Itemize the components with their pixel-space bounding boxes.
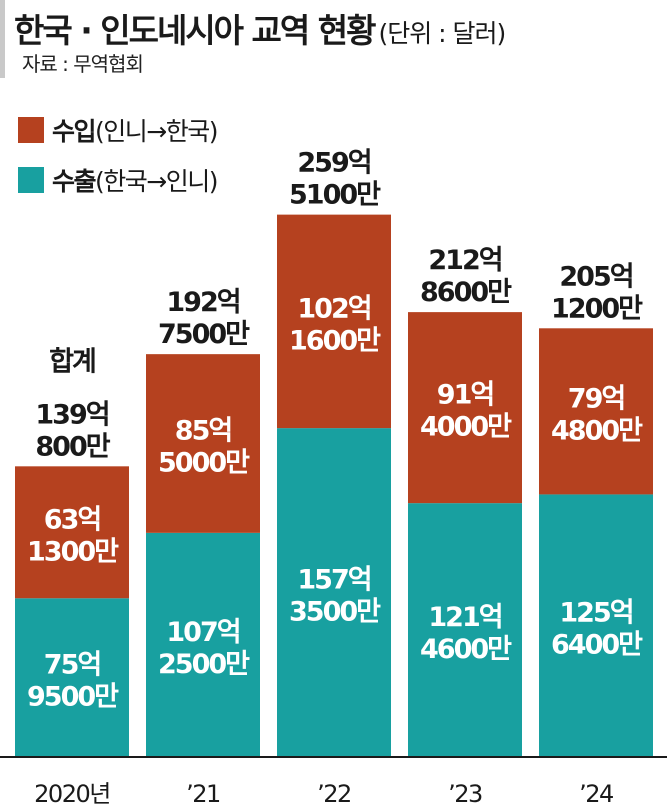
bar-label-export: 4600만 [420,634,512,665]
bar-export [15,598,129,757]
total-label: 7500만 [158,319,250,350]
legend-label-import-bold: 수입 [52,117,97,146]
total-label: 5100만 [289,180,381,211]
total-prefix-label: 합계 [49,346,95,377]
bar-label-export: 3500만 [289,597,381,628]
bar-label-import: 85억 [175,416,231,447]
legend-label-export-bold: 수출 [52,167,97,196]
legend-item-import: 수입 (인니→한국) [18,112,218,148]
total-label: 192억 [166,287,239,318]
bar-label-export: 157억 [297,565,370,596]
bar-label-export: 75억 [44,650,100,681]
bar-label-export: 6400만 [551,630,643,661]
legend-label-import-rest: (인니→한국) [95,117,218,146]
legend-item-export: 수출 (한국→인니) [18,162,218,198]
bar-import [146,354,260,533]
title-accent-bar [0,0,5,78]
bar-label-import: 1300만 [27,536,119,567]
x-tick-label: ’24 [579,780,613,808]
bar-export [277,428,391,757]
bar-label-export: 121억 [428,602,501,633]
legend-swatch-import [18,117,44,143]
total-label: 1200만 [551,293,643,324]
bar-label-export: 2500만 [158,649,250,680]
bar-label-import: 63억 [44,504,100,535]
bar-label-export: 125억 [559,598,632,629]
bar-label-export: 107억 [166,617,239,648]
total-label: 205억 [559,261,632,292]
x-tick-label: ’21 [186,780,220,808]
bar-import [539,328,653,495]
bar-label-import: 1600만 [289,325,381,356]
bar-label-import: 4800만 [551,415,643,446]
bar-label-import: 91억 [437,380,493,411]
source-note: 자료 : 무역협회 [22,52,144,76]
unit-label: (단위 : 달러) [378,19,506,48]
legend-swatch-export [18,167,44,193]
bar-import [15,466,129,599]
total-label: 212억 [428,245,501,276]
bar-import [408,312,522,504]
chart-title-text: 한국 · 인도네시아 교역 현황 [14,11,376,50]
bar-export [408,503,522,757]
bar-label-import: 5000만 [158,448,250,479]
bar-label-export: 9500만 [27,682,119,713]
bar-import [277,214,391,429]
total-label: 139억 [35,399,108,430]
bar-label-import: 4000만 [420,412,512,443]
legend-label-export-rest: (한국→인니) [95,167,218,196]
x-tick-label: ’22 [317,780,351,808]
total-label: 8600만 [420,277,512,308]
x-tick-label: 2020년 [34,780,110,808]
total-label: 259억 [297,148,370,179]
total-label: 800만 [35,431,110,462]
bar-label-import: 102억 [297,293,370,324]
chart-title: 한국 · 인도네시아 교역 현황 (단위 : 달러) [14,4,506,52]
bar-label-import: 79억 [568,383,624,414]
bar-export [539,494,653,757]
x-tick-label: ’23 [448,780,482,808]
bar-export [146,532,260,757]
